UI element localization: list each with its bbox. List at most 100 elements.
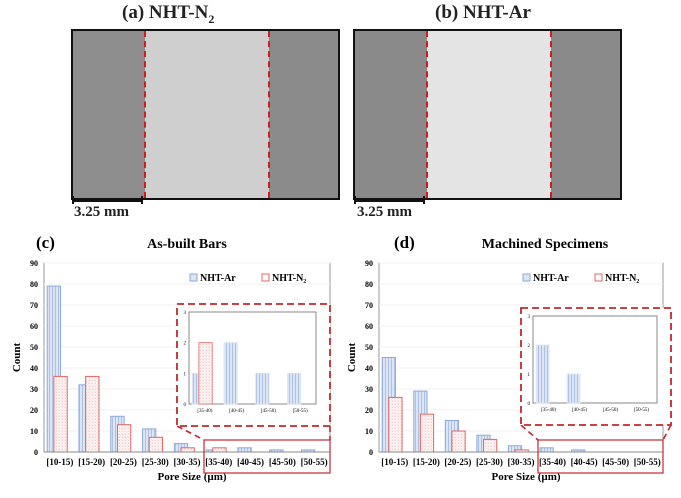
bar-nht-n2 [451,430,466,453]
x-tick-label: [30-35) [508,457,535,467]
inset-y-tick-label: 2 [528,344,531,349]
inset-bar-nht-n2 [198,342,213,405]
x-tick-label: [30-35) [174,457,201,467]
bar-nht-ar [237,447,252,453]
y-tick-label: 30 [30,385,38,394]
bar-nht-n2 [85,375,100,453]
inset-x-tick-label: [45-50) [261,409,276,414]
inset-y-tick-label: 2 [184,342,187,347]
gauge-boundary-right [268,31,270,198]
inset-x-tick-label: [50-55) [634,408,649,413]
zoom-connector-left [176,425,205,441]
zoom-connector-left [520,424,539,441]
chart-d-y-axis-label: Count [346,342,358,372]
bar-nht-n2 [116,424,132,453]
x-tick-label: [35-40) [205,457,232,467]
chart-d-x-axis-label: Pore Size (µm) [491,471,560,483]
inset-plot-frame [188,311,317,405]
x-tick-label: [15-20) [413,457,440,467]
chart-c-title: As-built Bars [147,237,227,252]
x-tick-label: [40-45) [571,457,598,467]
y-tick-label: 20 [30,406,38,415]
grip-region-right [269,31,338,198]
y-tick-label: 50 [365,343,373,352]
inset-bar-nht-ar [255,372,270,405]
legend-label-nht-n2: NHT-N₂ [605,273,639,284]
x-tick-label: [15-20) [78,457,105,467]
y-tick-label: 90 [30,259,38,268]
x-tick-label: [50-55) [634,457,661,467]
x-tick-label: [35-40) [539,457,566,467]
gauge-boundary-right [550,31,552,198]
x-tick-label: [45-50) [269,457,296,467]
inset-plot-frame [532,315,658,404]
y-tick-label: 80 [30,280,38,289]
inset-bar-nht-ar [223,342,238,405]
panel-a-title: (a) NHT-N2 [122,2,215,26]
inset-y-tick-label: 3 [528,315,531,320]
x-tick-label: [10-15) [46,457,73,467]
bar-nht-n2 [53,375,68,453]
chart-d-title: Machined Specimens [482,237,609,252]
legend-label-nht-ar: NHT-Ar [533,273,569,284]
gauge-boundary-left [426,31,428,198]
inset-y-tick-label: 0 [528,402,531,407]
chart-c-x-axis-label: Pore Size (µm) [157,471,226,483]
zoom-region-box [203,439,331,474]
legend-swatch-nht-ar [522,273,531,282]
y-tick-label: 0 [34,448,38,457]
x-tick-label: [20-25) [110,457,137,467]
chart-d-panel-label: (d) [394,233,415,252]
x-tick-label: [50-55) [301,457,328,467]
inset-bar-nht-ar [535,344,550,404]
y-tick-label: 20 [365,406,373,415]
inset-bar-nht-ar [287,372,302,405]
y-tick-label: 0 [369,448,373,457]
legend-swatch-nht-ar [189,273,198,282]
grip-region-right [551,31,620,198]
inset-x-tick-label: [50-55) [293,409,308,414]
inset-x-tick-label: [35-40) [197,409,212,414]
y-tick-label: 10 [365,427,373,436]
y-tick-label: 90 [365,259,373,268]
scale-label-b: 3.25 mm [357,204,412,220]
x-tick-label: [25-30) [142,457,169,467]
bar-nht-n2 [148,436,164,453]
y-tick-label: 40 [365,364,373,373]
y-tick-label: 80 [365,280,373,289]
inset-y-tick-label: 0 [184,403,187,408]
bar-nht-n2 [419,413,435,453]
inset-x-tick-label: [40-45) [229,409,244,414]
bar-nht-n2 [482,438,498,453]
zoom-connector-right [662,424,672,441]
y-tick-label: 10 [30,427,38,436]
micrograph-nht-ar [353,29,622,200]
bar-nht-ar [539,447,554,453]
scale-bar-a [72,196,143,204]
inset-x-tick-label: [35-40) [541,408,556,413]
inset-y-tick-label: 1 [528,373,531,378]
inset-bar-nht-ar [566,373,581,404]
inset-y-tick-label: 3 [184,311,187,316]
gauge-region [145,31,269,198]
bar-nht-n2 [212,447,227,453]
inset-x-tick-label: [40-45) [572,408,587,413]
inset-x-tick-label: [45-50) [603,408,618,413]
bar-nht-n2 [388,396,403,453]
y-tick-label: 50 [30,343,38,352]
y-tick-label: 60 [365,322,373,331]
legend-swatch-nht-n2 [594,273,603,282]
x-tick-label: [10-15) [381,457,408,467]
y-tick-label: 40 [30,364,38,373]
y-tick-label: 70 [365,301,373,310]
panel-b-title: (b) NHT-Ar [435,2,531,23]
x-tick-label: [20-25) [444,457,471,467]
x-tick-label: [25-30) [476,457,503,467]
gauge-boundary-left [144,31,146,198]
grip-region-left [73,31,145,198]
x-tick-label: [45-50) [602,457,629,467]
x-tick-label: [40-45) [237,457,264,467]
scale-label-a: 3.25 mm [74,204,129,220]
scale-bar-b [354,196,425,204]
